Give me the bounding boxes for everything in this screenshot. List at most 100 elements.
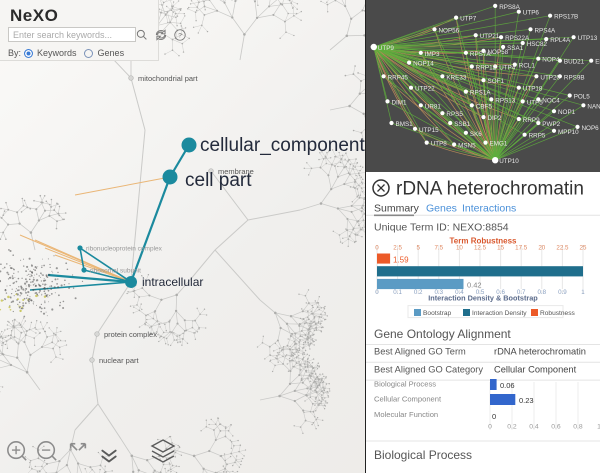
svg-text:0.23: 0.23 [519,396,534,405]
svg-text:RRP12: RRP12 [476,65,497,72]
svg-text:ribonucleoprotein complex: ribonucleoprotein complex [86,246,163,253]
svg-text:mitochondrial part: mitochondrial part [138,74,199,83]
svg-text:SOF1: SOF1 [488,78,505,85]
svg-text:RPL4A: RPL4A [550,37,571,44]
svg-text:Interactions: Interactions [462,203,516,215]
svg-text:Cellular Component: Cellular Component [494,365,577,375]
svg-text:MPP10: MPP10 [558,129,579,136]
svg-text:SK6: SK6 [470,131,482,138]
svg-text:ENP1: ENP1 [595,59,600,66]
svg-text:0.8: 0.8 [537,289,546,296]
svg-text:RRP5: RRP5 [529,133,546,140]
svg-text:0.4: 0.4 [529,424,539,431]
svg-text:Biological Process: Biological Process [374,448,472,462]
svg-text:UTP20: UTP20 [540,74,560,81]
svg-text:rDNA heterochromatin: rDNA heterochromatin [396,179,584,200]
svg-text:UTP4: UTP4 [499,65,516,72]
svg-text:Summary: Summary [374,203,420,215]
svg-text:RPS9B: RPS9B [564,74,585,81]
svg-text:15: 15 [497,245,504,252]
svg-text:0: 0 [488,424,492,431]
svg-text:BMS1: BMS1 [396,121,414,128]
svg-text:MSN5: MSN5 [458,143,476,150]
svg-text:DIM1: DIM1 [392,99,408,106]
svg-text:NOP14: NOP14 [413,61,434,68]
svg-text:NOP56: NOP56 [439,27,460,34]
svg-text:Interaction Density: Interaction Density [472,310,527,317]
svg-text:2.5: 2.5 [393,245,402,252]
svg-text:Best Aligned GO Term: Best Aligned GO Term [374,347,466,357]
svg-text:POL5: POL5 [574,94,591,101]
svg-text:RPS1A: RPS1A [470,90,491,97]
svg-text:25: 25 [580,245,587,252]
svg-text:RRP45: RRP45 [388,74,409,81]
svg-text:Gene Ontology Alignment: Gene Ontology Alignment [374,327,511,341]
svg-text:Best Aligned GO Category: Best Aligned GO Category [374,365,483,375]
svg-text:UTP15: UTP15 [419,127,439,134]
svg-text:0.1: 0.1 [393,289,402,296]
svg-text:NOP1: NOP1 [558,109,576,116]
svg-text:1: 1 [581,289,585,296]
svg-text:1.59: 1.59 [393,256,409,265]
svg-text:CBF5: CBF5 [476,103,493,110]
svg-text:UTP13: UTP13 [578,35,598,42]
svg-text:SSA1: SSA1 [507,45,524,52]
svg-text:NOP4: NOP4 [542,57,560,64]
svg-text:nuclear part: nuclear part [99,356,140,365]
svg-text:RPS13: RPS13 [495,97,515,104]
svg-text:0.42: 0.42 [467,281,482,290]
svg-text:rDNA heterochromatin: rDNA heterochromatin [494,347,586,357]
svg-text:NOP6: NOP6 [582,125,600,132]
svg-text:0.2: 0.2 [414,289,423,296]
svg-text:RPS5: RPS5 [446,111,463,118]
svg-text:22.5: 22.5 [556,245,569,252]
svg-text:RPS17B: RPS17B [554,14,578,21]
svg-text:protein complex: protein complex [104,330,157,339]
svg-text:Cellular Component: Cellular Component [374,395,442,404]
svg-text:RPS8A: RPS8A [499,4,520,11]
svg-text:7.5: 7.5 [434,245,443,252]
svg-text:NAN1: NAN1 [587,103,600,110]
svg-text:0.06: 0.06 [500,381,515,390]
svg-text:UTP9: UTP9 [378,45,395,52]
svg-text:Unique Term ID: NEXO:8854: Unique Term ID: NEXO:8854 [374,222,509,234]
svg-text:EMG1: EMG1 [490,141,508,148]
svg-text:12.5: 12.5 [474,245,487,252]
svg-text:5: 5 [416,245,420,252]
svg-text:20: 20 [538,245,545,252]
svg-text:Molecular Function: Molecular Function [374,410,438,419]
svg-text:ribosomal subunit: ribosomal subunit [90,268,141,275]
svg-text:UTP5: UTP5 [527,99,544,106]
svg-text:UTP18: UTP18 [523,86,543,93]
svg-text:cell part: cell part [185,170,252,191]
svg-text:IMP3: IMP3 [425,51,440,58]
svg-text:UTP6: UTP6 [523,10,540,17]
svg-text:0: 0 [492,412,496,421]
svg-text:DIP2: DIP2 [488,115,502,122]
svg-text:0: 0 [375,289,379,296]
svg-text:UTP7: UTP7 [460,16,477,23]
svg-text:?: ? [178,33,182,40]
svg-text:cellular_component: cellular_component [200,135,365,156]
svg-text:0: 0 [375,245,379,252]
svg-text:Bootstrap: Bootstrap [423,310,452,317]
svg-text:UTP8: UTP8 [431,141,448,148]
svg-text:NOP58: NOP58 [488,49,509,56]
svg-text:UTP10: UTP10 [499,158,519,165]
svg-text:PWP2: PWP2 [542,121,560,128]
svg-text:BUD21: BUD21 [564,59,585,66]
svg-text:Genes: Genes [426,203,457,215]
svg-text:UTP22: UTP22 [415,86,435,93]
svg-text:Biological Process: Biological Process [374,380,436,389]
svg-text:10: 10 [456,245,463,252]
svg-text:SSB1: SSB1 [454,121,471,128]
svg-text:Interaction Density & Bootstra: Interaction Density & Bootstrap [428,294,538,303]
svg-text:0.2: 0.2 [507,424,517,431]
svg-text:RCL1: RCL1 [519,63,536,70]
svg-text:RPS4A: RPS4A [535,27,556,34]
svg-text:UTP21: UTP21 [480,33,500,40]
svg-text:intracellular: intracellular [142,275,203,289]
svg-text:17.5: 17.5 [515,245,528,252]
svg-text:UR81: UR81 [425,103,442,110]
svg-text:HSC82: HSC82 [527,41,548,48]
